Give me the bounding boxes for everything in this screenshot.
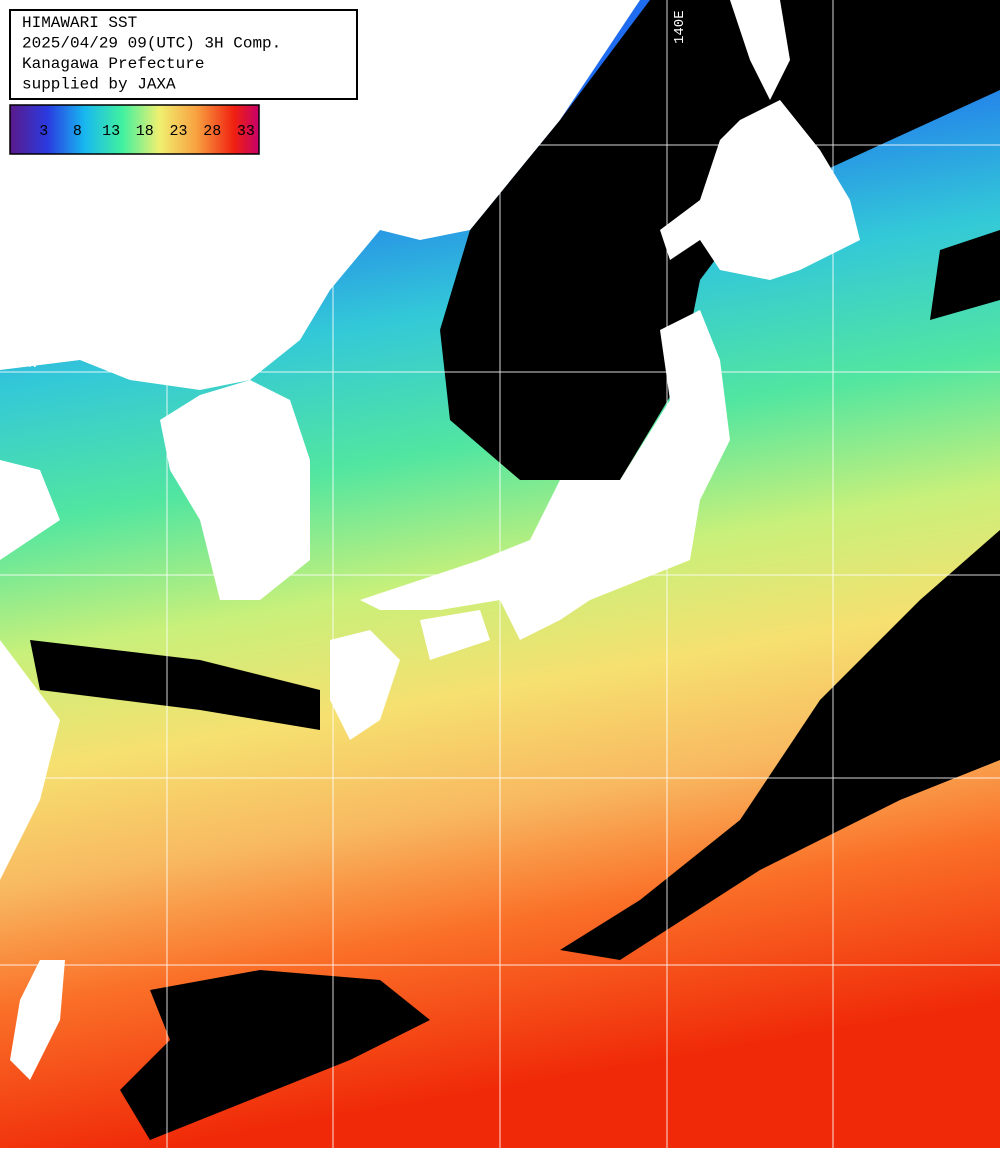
colorbar-tick-label: 28	[203, 123, 221, 140]
colorbar-tick-label: 33	[237, 123, 255, 140]
lat-label: 0N	[20, 356, 37, 372]
colorbar-tick-label: 18	[136, 123, 154, 140]
header-line: supplied by JAXA	[22, 76, 176, 94]
colorbar-tick-label: 8	[73, 123, 82, 140]
lon-label: 140E	[672, 10, 688, 44]
colorbar-tick-label: 13	[102, 123, 120, 140]
colorbar-ticks: 3 8 13 18 23 28 33	[39, 123, 255, 140]
header-line: Kanagawa Prefecture	[22, 55, 204, 73]
header-box	[9, 9, 358, 100]
header-line: 2025/04/29 09(UTC) 3H Comp.	[22, 35, 281, 53]
colorbar	[9, 104, 260, 155]
colorbar-tick-label: 23	[169, 123, 187, 140]
header: HIMAWARI SST 2025/04/29 09(UTC) 3H Comp. K…	[22, 14, 281, 94]
colorbar-tick-label: 3	[39, 123, 48, 140]
header-line: HIMAWARI SST	[22, 14, 137, 32]
